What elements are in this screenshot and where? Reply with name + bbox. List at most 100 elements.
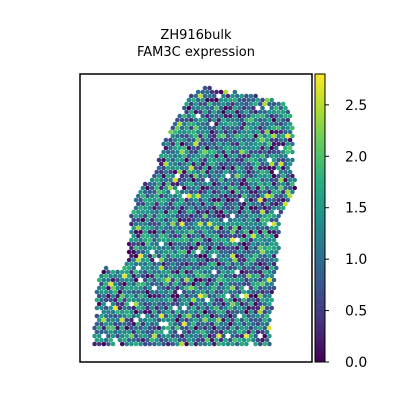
expression-spot <box>110 341 116 347</box>
expression-spot <box>165 213 171 219</box>
expression-spot <box>154 177 159 183</box>
expression-spot <box>216 261 222 267</box>
expression-spot <box>246 169 251 175</box>
expression-spot <box>221 317 226 323</box>
expression-spot <box>246 233 251 239</box>
expression-spot <box>214 121 219 127</box>
expression-spot <box>255 217 261 223</box>
expression-spot <box>214 193 219 199</box>
expression-spot <box>152 229 157 235</box>
expression-spot <box>205 249 210 255</box>
expression-spot <box>262 133 268 139</box>
expression-spot <box>239 317 245 323</box>
expression-spot <box>260 257 265 263</box>
expression-spot <box>264 249 270 255</box>
expression-spot <box>218 161 224 167</box>
expression-spot <box>145 225 150 231</box>
expression-spot <box>193 101 199 107</box>
expression-spot <box>205 321 210 327</box>
expression-spot <box>207 293 212 299</box>
expression-spot <box>154 297 159 303</box>
expression-spot <box>232 121 238 127</box>
expression-spot <box>216 237 222 243</box>
expression-spot <box>269 209 275 215</box>
expression-spot <box>267 301 272 307</box>
expression-spot <box>126 329 132 335</box>
expression-spot <box>168 145 173 151</box>
expression-spot <box>152 317 157 323</box>
expression-spot <box>241 313 247 319</box>
expression-spot <box>221 221 226 227</box>
expression-spot <box>170 181 176 187</box>
expression-spot <box>145 233 150 239</box>
expression-spot <box>133 237 139 243</box>
expression-spot <box>195 305 201 311</box>
expression-spot <box>276 221 281 227</box>
expression-spot <box>290 157 295 163</box>
expression-spot <box>221 173 226 179</box>
expression-spot <box>262 101 268 107</box>
expression-spot <box>186 249 192 255</box>
expression-spot <box>170 149 176 155</box>
expression-spot <box>152 333 157 339</box>
plot-frame <box>79 73 313 363</box>
expression-spot <box>195 153 201 159</box>
expression-spot <box>278 193 284 199</box>
expression-spot <box>214 257 219 263</box>
expression-spot <box>255 137 261 143</box>
expression-spot <box>129 317 134 323</box>
expression-spot <box>161 141 166 147</box>
expression-spot <box>246 97 251 103</box>
expression-spot <box>202 341 208 347</box>
expression-spot <box>198 221 203 227</box>
expression-spot <box>131 321 136 327</box>
expression-spot <box>239 253 245 259</box>
expression-spot <box>96 333 102 339</box>
expression-spot <box>251 225 256 231</box>
expression-spot <box>99 337 104 343</box>
expression-spot <box>149 297 155 303</box>
expression-spot <box>214 209 219 215</box>
expression-spot <box>182 209 187 215</box>
expression-spot <box>207 133 212 139</box>
expression-spot <box>165 173 171 179</box>
expression-spot <box>142 253 148 259</box>
expression-spot <box>209 201 215 207</box>
expression-spot <box>198 301 203 307</box>
expression-spot <box>163 193 169 199</box>
expression-spot <box>184 109 189 115</box>
expression-spot <box>214 129 219 135</box>
expression-spot <box>161 157 166 163</box>
expression-spot <box>223 281 228 287</box>
expression-spot <box>232 337 238 343</box>
expression-spot <box>188 205 194 211</box>
expression-spot <box>225 125 231 131</box>
expression-spot <box>205 121 210 127</box>
expression-spot <box>214 233 219 239</box>
expression-spot <box>147 293 153 299</box>
expression-spot <box>198 245 203 251</box>
expression-spot <box>193 149 199 155</box>
expression-spot <box>188 165 194 171</box>
expression-spot <box>159 185 164 191</box>
expression-spot <box>131 225 136 231</box>
expression-spot <box>253 309 258 315</box>
expression-spot <box>211 109 217 115</box>
expression-spot <box>262 197 268 203</box>
expression-spot <box>145 185 150 191</box>
expression-spot <box>260 193 265 199</box>
expression-spot <box>161 245 166 251</box>
expression-spot <box>198 237 203 243</box>
expression-spot <box>228 97 233 103</box>
expression-spot <box>262 213 268 219</box>
expression-spot <box>223 113 228 119</box>
expression-spot <box>175 117 180 123</box>
expression-spot <box>267 229 272 235</box>
expression-spot <box>159 177 164 183</box>
expression-spot <box>186 321 192 327</box>
expression-spot <box>283 121 288 127</box>
expression-spot <box>274 113 279 119</box>
expression-spot <box>193 157 199 163</box>
expression-spot <box>228 137 233 143</box>
expression-spot <box>172 313 178 319</box>
